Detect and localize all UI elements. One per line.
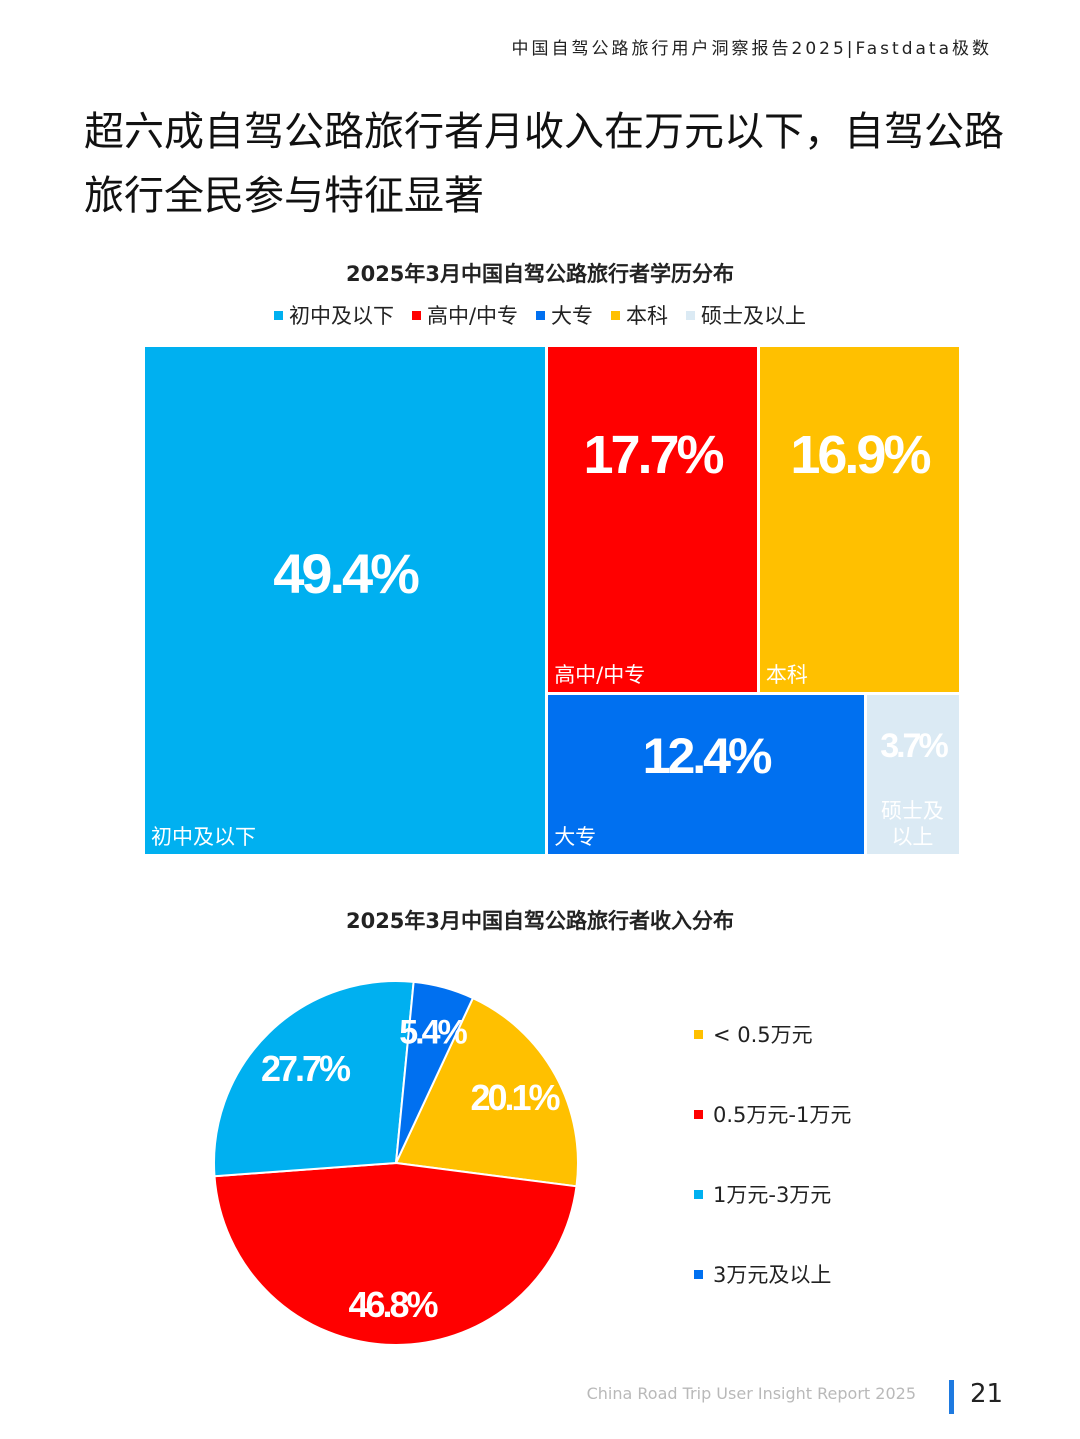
- treemap-value-label: 12.4%: [642, 728, 773, 785]
- pie-slice: [395, 980, 475, 1164]
- legend-label: < 0.5万元: [713, 1023, 813, 1047]
- legend-label: 硕士及以上: [701, 304, 807, 328]
- pie-value-label: 20.1%: [470, 1077, 560, 1118]
- legend-label: 大专: [551, 304, 594, 328]
- pie-slice: [394, 996, 579, 1188]
- pie-slice: [213, 1161, 578, 1346]
- legend-swatch: [611, 310, 621, 320]
- treemap-legend: 初中及以下 高中/中专 大专 本科 硕士及以上: [0, 300, 1080, 330]
- pie-title: 2025年3月中国自驾公路旅行者收入分布: [345, 909, 735, 933]
- treemap-value-label: 49.4%: [273, 541, 420, 605]
- pie-legend-item: 3万元及以上: [694, 1256, 851, 1292]
- treemap-category-label: 硕士及 以上: [880, 798, 944, 849]
- treemap-legend-item: 高中/中专: [411, 300, 519, 330]
- treemap-value-label: 3.7%: [880, 727, 949, 766]
- legend-label: 初中及以下: [288, 304, 394, 328]
- treemap-legend-item: 硕士及以上: [686, 300, 806, 330]
- legend-label: 高中/中专: [426, 304, 519, 328]
- pie-legend-item: < 0.5万元: [694, 1016, 851, 1052]
- legend-label: 0.5万元-1万元: [713, 1103, 852, 1127]
- treemap-cell: 49.4% 初中及以下: [145, 347, 546, 854]
- legend-swatch: [411, 310, 421, 320]
- treemap-category-label: 初中及以下: [151, 825, 256, 849]
- legend-label: 3万元及以上: [713, 1263, 832, 1287]
- legend-swatch: [694, 1109, 703, 1119]
- treemap-legend-item: 初中及以下: [273, 300, 394, 330]
- page-number: 21: [970, 1379, 1004, 1409]
- footer-accent-bar: [949, 1380, 954, 1414]
- legend-swatch: [273, 310, 283, 320]
- pie-value-label: 5.4%: [399, 1013, 467, 1051]
- legend-swatch: [536, 310, 546, 320]
- pie-legend-item: 1万元-3万元: [694, 1176, 851, 1212]
- treemap-legend-item: 本科: [611, 300, 668, 330]
- page-headline: 超六成自驾公路旅行者月收入在万元以下，自驾公路旅行全民参与特征显著: [84, 109, 1004, 219]
- treemap-category-label: 本科: [765, 663, 808, 688]
- legend-label: 1万元-3万元: [713, 1183, 832, 1207]
- treemap-legend-item: 大专: [536, 300, 593, 330]
- legend-swatch: [694, 1029, 703, 1039]
- treemap-value-label: 17.7%: [583, 424, 724, 485]
- treemap-category-label: 高中/中专: [554, 663, 646, 688]
- report-header: 中国自驾公路旅行用户洞察报告2025|Fastdata极数: [511, 39, 992, 59]
- pie-legend: < 0.5万元 0.5万元-1万元 1万元-3万元 3万元及以上: [694, 1016, 851, 1336]
- legend-swatch: [694, 1269, 703, 1279]
- treemap-cell: 17.7% 高中/中专: [548, 347, 757, 693]
- pie-value-label: 27.7%: [261, 1048, 351, 1089]
- legend-swatch: [686, 310, 696, 320]
- treemap-category-label: 大专: [554, 824, 597, 849]
- footer-report-name: China Road Trip User Insight Report 2025: [586, 1384, 916, 1403]
- treemap-cell: 16.9% 本科: [759, 347, 959, 693]
- pie-legend-item: 0.5万元-1万元: [694, 1096, 851, 1132]
- treemap-cell: 12.4% 大专: [548, 695, 864, 854]
- treemap-title: 2025年3月中国自驾公路旅行者学历分布: [345, 262, 735, 286]
- legend-label: 本科: [626, 304, 669, 328]
- pie-value-label: 46.8%: [348, 1284, 438, 1325]
- legend-swatch: [694, 1189, 703, 1199]
- treemap-value-label: 16.9%: [790, 424, 931, 485]
- treemap-cell: 3.7% 硕士及 以上: [866, 695, 959, 854]
- pie-slice: [213, 980, 415, 1178]
